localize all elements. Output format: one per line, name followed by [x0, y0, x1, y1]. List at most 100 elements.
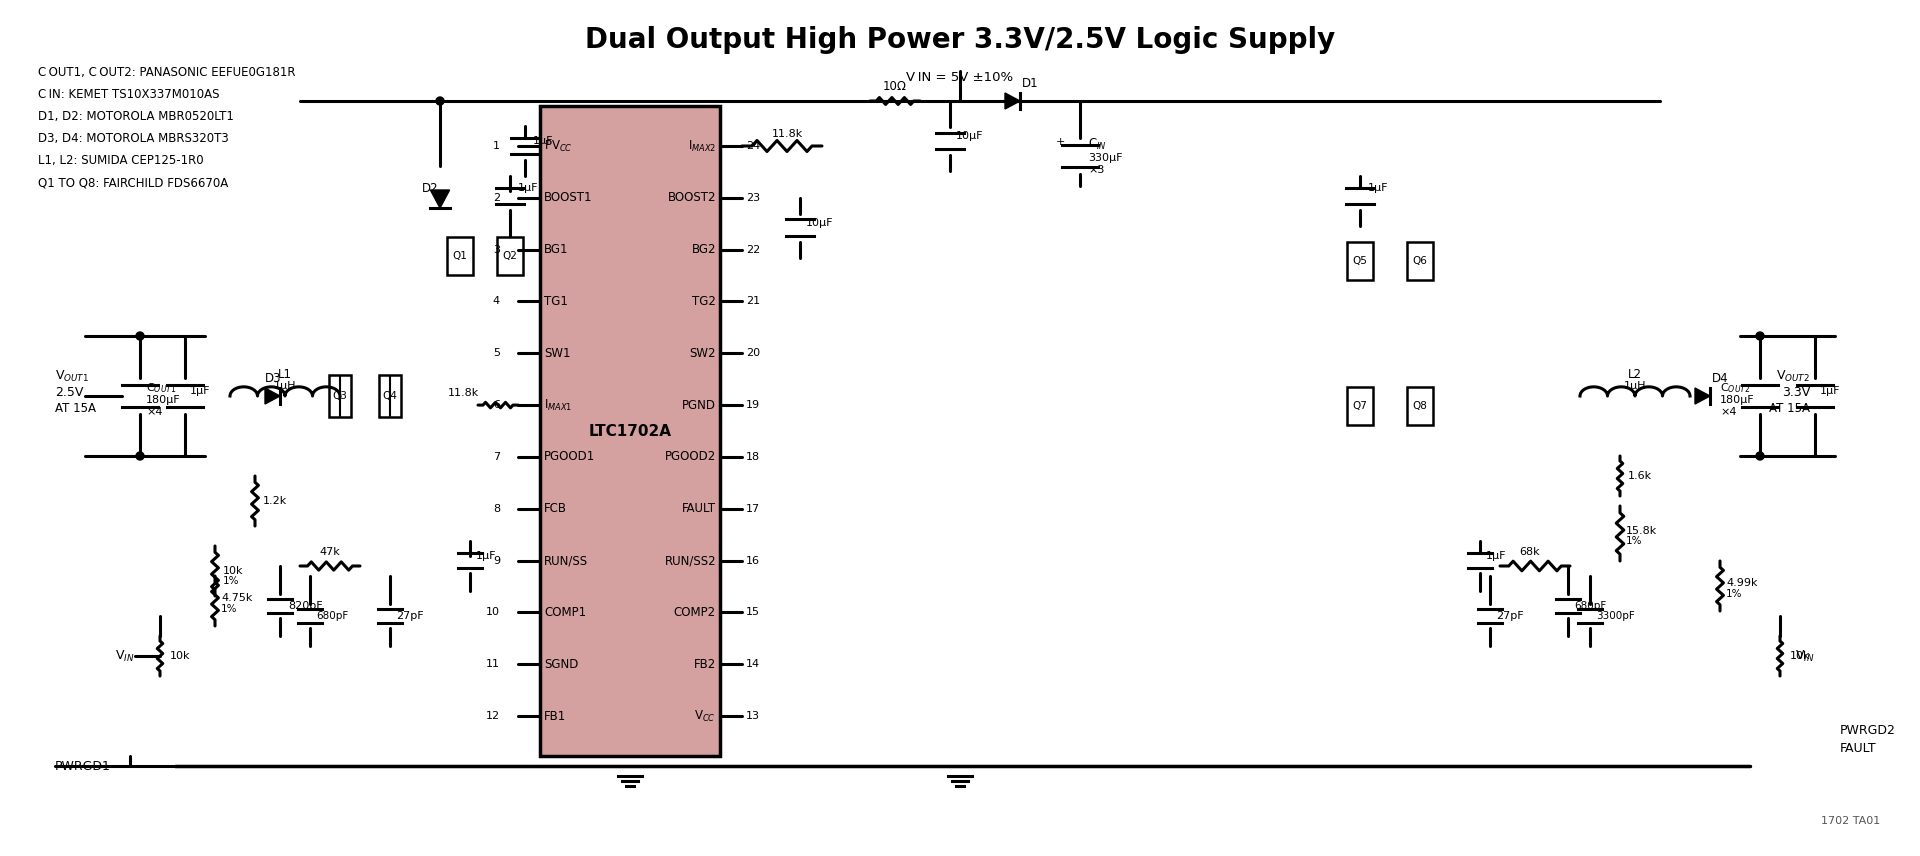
Text: 1μF: 1μF — [1486, 550, 1507, 561]
Text: D3: D3 — [265, 372, 282, 384]
Text: L1, L2: SUMIDA CEP125-1R0: L1, L2: SUMIDA CEP125-1R0 — [38, 154, 204, 167]
Text: 2.5V: 2.5V — [56, 385, 83, 399]
Text: 16: 16 — [747, 556, 760, 566]
Polygon shape — [430, 190, 449, 208]
Text: Q3: Q3 — [332, 391, 348, 401]
Text: V$_{CC}$: V$_{CC}$ — [695, 709, 716, 723]
Text: V$_{IN}$: V$_{IN}$ — [1795, 649, 1814, 663]
Text: TG2: TG2 — [691, 295, 716, 308]
Text: 20: 20 — [747, 348, 760, 359]
FancyBboxPatch shape — [540, 106, 720, 756]
Text: BG2: BG2 — [691, 243, 716, 256]
FancyBboxPatch shape — [1407, 387, 1432, 425]
Text: 1μF: 1μF — [190, 386, 211, 396]
Text: PWRGD1: PWRGD1 — [56, 759, 111, 772]
Text: 10k: 10k — [1789, 651, 1811, 661]
Text: V$_{OUT2}$: V$_{OUT2}$ — [1776, 368, 1811, 383]
Text: BG1: BG1 — [543, 243, 568, 256]
Text: 1μH: 1μH — [1624, 381, 1645, 391]
Text: 22: 22 — [747, 245, 760, 254]
Text: 10k: 10k — [223, 566, 244, 576]
Text: 180μF: 180μF — [146, 395, 180, 405]
Circle shape — [1757, 452, 1764, 460]
Text: I$_{MAX1}$: I$_{MAX1}$ — [543, 397, 572, 413]
FancyBboxPatch shape — [1348, 242, 1373, 280]
Text: V$_{IN}$: V$_{IN}$ — [115, 649, 134, 663]
Text: 1%: 1% — [1626, 537, 1642, 546]
Text: 10k: 10k — [171, 651, 190, 661]
Text: 10Ω: 10Ω — [883, 80, 906, 92]
Text: 23: 23 — [747, 193, 760, 203]
Text: 5: 5 — [493, 348, 499, 359]
Text: FB1: FB1 — [543, 710, 566, 722]
Text: 24: 24 — [747, 141, 760, 151]
Text: PGOOD1: PGOOD1 — [543, 450, 595, 463]
Text: 11.8k: 11.8k — [447, 388, 478, 398]
Text: 1.6k: 1.6k — [1628, 471, 1651, 481]
Text: RUN/SS2: RUN/SS2 — [664, 554, 716, 567]
Text: 10μF: 10μF — [806, 217, 833, 228]
FancyBboxPatch shape — [378, 375, 401, 417]
Text: 680pF: 680pF — [1574, 601, 1607, 611]
Text: 27pF: 27pF — [396, 611, 424, 621]
Text: 4: 4 — [493, 296, 499, 306]
Text: 4.99k: 4.99k — [1726, 578, 1757, 588]
Text: 1.2k: 1.2k — [263, 496, 288, 506]
Text: AT 15A: AT 15A — [1768, 401, 1811, 414]
Text: 180μF: 180μF — [1720, 395, 1755, 405]
Text: 1%: 1% — [1726, 589, 1743, 599]
Text: SW1: SW1 — [543, 347, 570, 360]
Text: 14: 14 — [747, 659, 760, 669]
Text: 68k: 68k — [1521, 547, 1540, 557]
Text: D2: D2 — [422, 181, 438, 194]
Text: 8: 8 — [493, 503, 499, 514]
Text: 820pF: 820pF — [288, 601, 323, 611]
Text: 18: 18 — [747, 452, 760, 462]
Text: 3300pF: 3300pF — [1596, 611, 1634, 621]
Text: PGND: PGND — [682, 399, 716, 412]
Text: 2: 2 — [493, 193, 499, 203]
Text: SW2: SW2 — [689, 347, 716, 360]
Text: Dual Output High Power 3.3V/2.5V Logic Supply: Dual Output High Power 3.3V/2.5V Logic S… — [586, 26, 1334, 54]
FancyBboxPatch shape — [497, 237, 522, 275]
Text: COMP2: COMP2 — [674, 606, 716, 619]
Text: +: + — [1056, 137, 1066, 146]
Polygon shape — [265, 388, 280, 404]
Text: V$_{OUT1}$: V$_{OUT1}$ — [56, 368, 88, 383]
Text: 27pF: 27pF — [1496, 611, 1524, 621]
Text: 3.3V: 3.3V — [1782, 385, 1811, 399]
Text: 10: 10 — [486, 608, 499, 617]
Text: PV$_{CC}$: PV$_{CC}$ — [543, 139, 572, 153]
Text: 1: 1 — [493, 141, 499, 151]
Text: C OUT1, C OUT2: PANASONIC EEFUE0G181R: C OUT1, C OUT2: PANASONIC EEFUE0G181R — [38, 66, 296, 79]
Text: FAULT: FAULT — [1839, 742, 1876, 756]
Text: Q2: Q2 — [503, 251, 516, 261]
Text: 11.8k: 11.8k — [772, 129, 803, 139]
Text: PGOOD2: PGOOD2 — [664, 450, 716, 463]
Text: 1μF: 1μF — [1820, 386, 1841, 396]
Text: D4: D4 — [1713, 372, 1728, 384]
Text: ×3: ×3 — [1089, 165, 1104, 175]
Text: I$_{MAX2}$: I$_{MAX2}$ — [687, 139, 716, 153]
Text: 330μF: 330μF — [1089, 153, 1123, 163]
FancyBboxPatch shape — [447, 237, 472, 275]
Text: 3: 3 — [493, 245, 499, 254]
Text: BOOST1: BOOST1 — [543, 192, 593, 205]
Text: 1%: 1% — [221, 604, 238, 614]
Text: Q7: Q7 — [1352, 401, 1367, 411]
Text: LTC1702A: LTC1702A — [589, 424, 672, 438]
Text: C$_{OUT2}$: C$_{OUT2}$ — [1720, 381, 1751, 395]
Text: 6: 6 — [493, 400, 499, 410]
Text: ×4: ×4 — [146, 407, 163, 417]
Text: 1702 TA01: 1702 TA01 — [1820, 816, 1880, 826]
Text: TG1: TG1 — [543, 295, 568, 308]
Text: Q1 TO Q8: FAIRCHILD FDS6670A: Q1 TO Q8: FAIRCHILD FDS6670A — [38, 176, 228, 189]
Text: Q8: Q8 — [1413, 401, 1427, 411]
Text: 21: 21 — [747, 296, 760, 306]
Text: 1μF: 1μF — [534, 136, 553, 146]
Text: 19: 19 — [747, 400, 760, 410]
Text: AT 15A: AT 15A — [56, 401, 96, 414]
Text: 1μH: 1μH — [275, 381, 296, 391]
Text: D1: D1 — [1021, 76, 1039, 90]
Text: 15: 15 — [747, 608, 760, 617]
